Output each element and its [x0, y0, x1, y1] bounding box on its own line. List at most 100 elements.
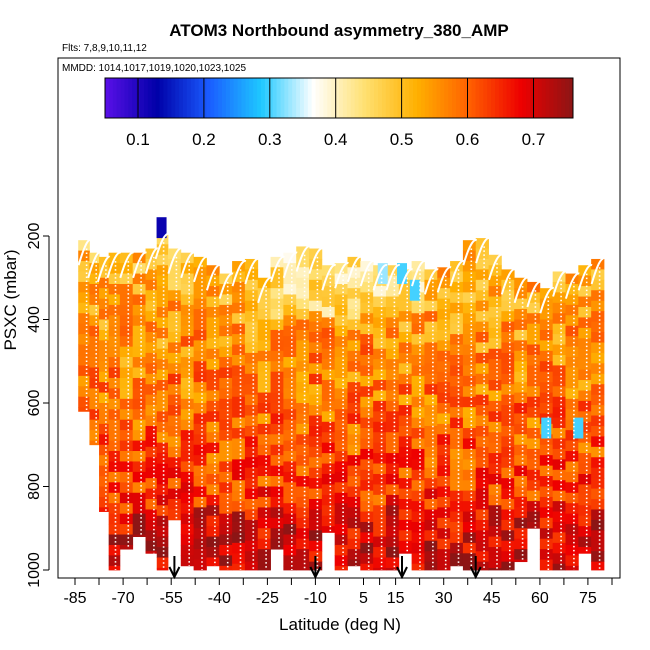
colorbar-segment — [233, 78, 239, 118]
heatmap-cell — [424, 279, 438, 291]
heatmap-cell — [462, 365, 477, 377]
heatmap-cell — [193, 444, 207, 456]
colorbar-segment — [405, 78, 410, 118]
track-cap — [144, 247, 159, 274]
heatmap-cell — [180, 336, 195, 348]
heatmap-cell — [347, 413, 361, 425]
heatmap-cell — [132, 273, 146, 285]
colorbar-tick-label: 0.6 — [456, 130, 480, 149]
heatmap-cell — [398, 551, 413, 554]
heatmap-cell — [373, 473, 387, 485]
heatmap-cell — [89, 419, 100, 431]
heatmap-cell — [132, 346, 146, 358]
heatmap-cell — [373, 390, 387, 402]
heatmap-cell — [145, 269, 158, 281]
heatmap-cell — [501, 373, 515, 385]
heatmap-cell — [411, 334, 425, 345]
heatmap-cell — [296, 277, 310, 289]
heatmap-cell — [475, 311, 489, 322]
x-axis: -85 -70 -55 -40 -25 -10 5 15 30 45 60 75 — [63, 578, 613, 607]
heatmap-cell — [514, 423, 528, 435]
colorbar-segment — [206, 78, 211, 118]
heatmap-cell — [565, 430, 579, 441]
heatmap-cell — [539, 455, 554, 467]
heatmap-cell — [462, 281, 477, 293]
heatmap-cell — [309, 509, 323, 521]
heatmap-cell — [398, 415, 413, 427]
heatmap-cell — [99, 413, 110, 425]
heatmap-cell — [398, 332, 413, 343]
heatmap-cell — [78, 375, 90, 387]
heatmap-cell — [450, 334, 464, 345]
heatmap-cell — [527, 490, 541, 502]
heatmap-cell — [373, 286, 387, 297]
heatmap-cell — [591, 332, 605, 343]
colorbar-segment — [171, 78, 176, 118]
heatmap-cell — [591, 352, 605, 364]
heatmap-cell — [156, 400, 169, 412]
heatmap-cell — [99, 319, 110, 331]
heatmap-cell — [119, 325, 134, 337]
heatmap-cell — [462, 438, 477, 450]
heatmap-cell — [360, 501, 374, 512]
heatmap-cell — [334, 430, 348, 441]
heatmap-cell — [108, 565, 121, 571]
heatmap-cell — [108, 430, 121, 441]
heatmap-cell — [219, 367, 233, 379]
track-cap — [564, 272, 580, 299]
heatmap-cell — [488, 484, 502, 496]
heatmap-cell — [119, 294, 134, 306]
heatmap-cell — [360, 323, 374, 335]
heatmap-cell — [193, 392, 207, 404]
heatmap-cell — [373, 327, 387, 339]
colorbar-segment — [214, 78, 219, 118]
heatmap-cell — [167, 332, 182, 343]
chart-title: ATOM3 Northbound asymmetry_380_AMP — [169, 21, 508, 40]
heatmap-cell — [257, 455, 271, 467]
heatmap-cell — [462, 292, 477, 304]
heatmap-cell — [475, 321, 489, 333]
heatmap-cell — [591, 405, 605, 416]
heatmap-cell — [78, 334, 90, 345]
heatmap-cell — [108, 492, 121, 504]
heatmap-cell — [99, 423, 110, 435]
heatmap-cell — [398, 478, 413, 489]
heatmap-cell — [296, 476, 310, 487]
heatmap-cell — [424, 300, 438, 312]
heatmap-cell — [108, 451, 121, 462]
heatmap-cell — [437, 413, 451, 425]
heatmap-cell — [552, 396, 566, 408]
heatmap-column — [514, 277, 528, 563]
heatmap-cell — [514, 455, 528, 467]
heatmap-cell — [296, 382, 310, 393]
heatmap-cell — [565, 440, 579, 452]
heatmap-cell — [475, 332, 489, 343]
heatmap-cell — [206, 505, 220, 517]
heatmap-cell — [257, 465, 271, 477]
heatmap-cell — [257, 486, 271, 498]
heatmap-cell — [296, 455, 310, 467]
heatmap-cell — [360, 407, 374, 419]
heatmap-cell — [360, 521, 374, 533]
heatmap-cell — [514, 496, 528, 508]
track-cap — [231, 260, 247, 287]
heatmap-cell — [424, 332, 438, 343]
heatmap-cell — [309, 499, 323, 510]
heatmap-cell — [437, 423, 451, 435]
heatmap-cell — [360, 480, 374, 492]
heatmap-cell — [244, 530, 259, 542]
heatmap-cell — [309, 436, 323, 448]
heatmap-cell — [193, 434, 207, 446]
heatmap-cell — [219, 451, 233, 462]
heatmap-cell — [450, 428, 464, 439]
heatmap-cell — [514, 549, 528, 560]
heatmap-cell — [475, 551, 489, 563]
colorbar-segment — [522, 78, 527, 118]
heatmap-cell — [424, 509, 438, 521]
heatmap-cell — [539, 496, 554, 508]
heatmap-cell — [411, 407, 425, 419]
track-cap — [436, 266, 452, 293]
heatmap-cell — [283, 377, 297, 389]
heatmap-cell — [206, 369, 220, 381]
heatmap-cell — [385, 359, 400, 370]
